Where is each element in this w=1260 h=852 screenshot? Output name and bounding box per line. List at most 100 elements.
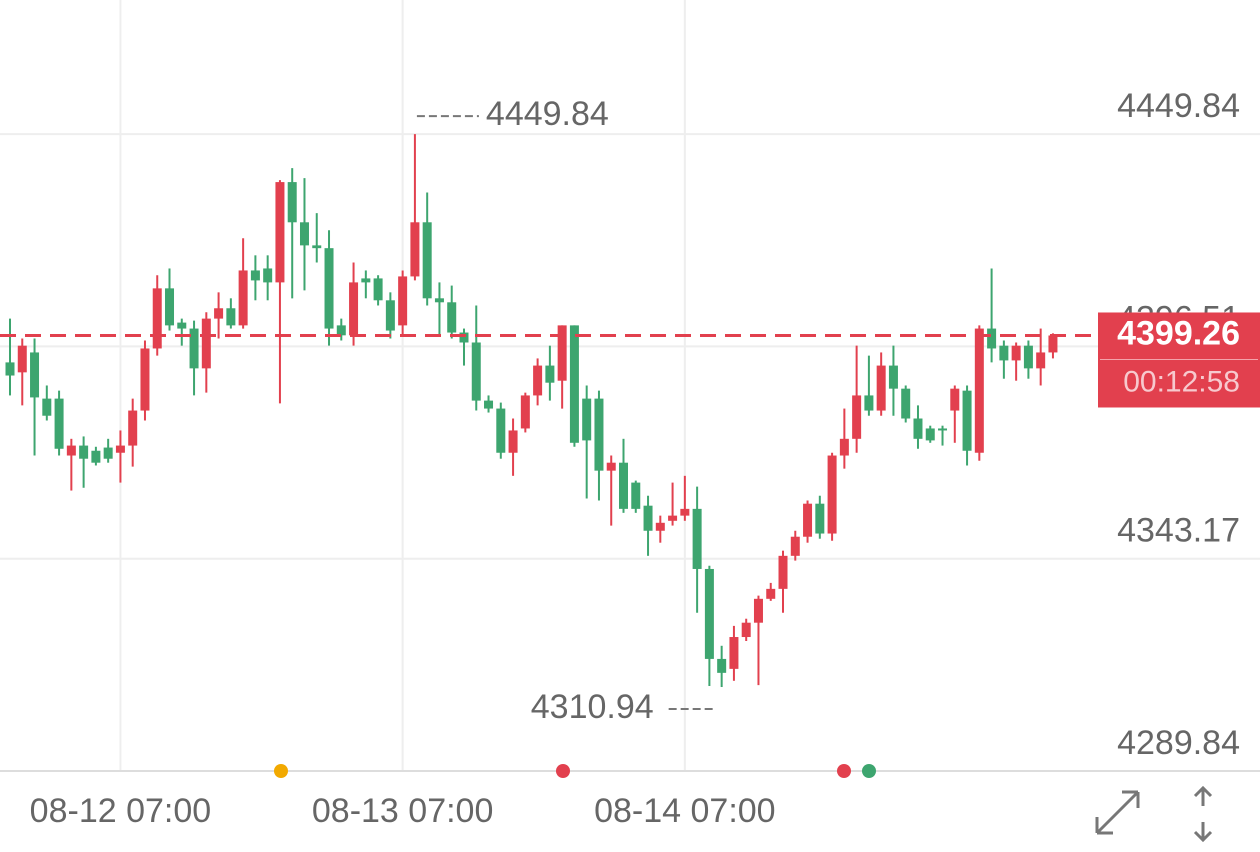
candle-body — [385, 300, 395, 331]
candle-body — [815, 503, 825, 534]
candle-body — [631, 482, 641, 509]
candle-body — [226, 308, 236, 326]
candle-body — [888, 365, 898, 389]
candle-body — [177, 322, 187, 329]
candle-body — [471, 342, 481, 401]
candle-body — [569, 325, 579, 443]
candle-body — [324, 248, 334, 329]
candle-body — [140, 348, 150, 411]
candle-body — [398, 276, 408, 326]
candle-body — [901, 388, 911, 419]
candle-body — [115, 445, 125, 453]
y-tick-label: 4449.84 — [1117, 87, 1240, 125]
overlay: 4449.84 4310.94 4399.26 00:12:58 — [0, 95, 1260, 726]
countdown: 00:12:58 — [1123, 365, 1240, 398]
candle-body — [128, 410, 138, 446]
candle-body — [520, 395, 530, 429]
candle-body — [496, 408, 506, 453]
candle-body — [434, 298, 444, 303]
candle-body — [643, 505, 653, 531]
candle-body — [668, 515, 678, 521]
candle-body — [373, 278, 383, 301]
candle-body — [974, 328, 984, 453]
candle-body — [1048, 335, 1058, 353]
candle-body — [582, 398, 592, 441]
candle-body — [594, 398, 604, 471]
candle-body — [91, 450, 101, 463]
candle-body — [1036, 352, 1046, 369]
candle-body — [925, 428, 935, 441]
candle-body — [852, 395, 862, 439]
candle-body — [54, 398, 64, 449]
event-dot[interactable] — [274, 764, 288, 778]
candle-body — [680, 508, 690, 516]
candle-body — [42, 398, 52, 416]
candle-body — [238, 270, 248, 326]
candle-body — [275, 182, 285, 283]
candle-body — [508, 430, 518, 453]
candle-body — [287, 182, 297, 223]
candle-body — [165, 288, 175, 326]
candle-body — [214, 308, 224, 319]
candle-body — [250, 270, 260, 281]
candle-body — [717, 658, 727, 673]
event-dot[interactable] — [556, 764, 570, 778]
scale-icon[interactable] — [1193, 785, 1213, 843]
candle-body — [876, 365, 886, 411]
candle-body — [533, 365, 543, 396]
candle-body — [79, 445, 89, 459]
candle-body — [312, 245, 322, 249]
y-tick-label: 4343.17 — [1117, 512, 1240, 550]
candle-body — [361, 278, 371, 283]
candle-body — [778, 555, 788, 589]
y-tick-label: 4289.84 — [1117, 724, 1240, 762]
candle-body — [299, 222, 309, 246]
candle-body — [987, 328, 997, 349]
candle-body — [729, 637, 739, 669]
candle-body — [692, 508, 702, 569]
candle-body — [557, 325, 567, 381]
candle-body — [545, 365, 555, 383]
candle-body — [17, 345, 27, 373]
candles — [5, 134, 1058, 688]
candle-body — [913, 418, 923, 439]
candle-body — [1023, 345, 1033, 369]
price-tag-value: 4399.26 — [1117, 314, 1240, 352]
candle-body — [459, 332, 469, 343]
candle-body — [827, 455, 837, 534]
candle-body — [447, 302, 457, 333]
candle-body — [999, 345, 1009, 361]
candle-body — [422, 222, 432, 299]
candle-body — [410, 222, 420, 277]
event-dot[interactable] — [862, 764, 876, 778]
candle-body — [30, 352, 40, 398]
candle-body — [803, 503, 813, 537]
candle-body — [938, 428, 948, 431]
candle-body — [103, 447, 113, 459]
candle-body — [336, 325, 346, 336]
x-tick-label: 08-13 07:00 — [312, 792, 494, 830]
candle-body — [766, 588, 776, 599]
candle-body — [753, 598, 763, 623]
candle-body — [66, 445, 76, 456]
candle-body — [790, 536, 800, 556]
candle-body — [349, 282, 359, 336]
candle-body — [263, 268, 273, 283]
candle-body — [5, 362, 15, 376]
event-dot[interactable] — [837, 764, 851, 778]
x-tick-label: 08-14 07:00 — [594, 792, 776, 830]
candle-body — [962, 390, 972, 451]
candle-body — [1011, 345, 1021, 361]
candle-body — [839, 438, 849, 456]
candle-body — [606, 462, 616, 471]
candle-body — [484, 400, 494, 409]
candle-body — [950, 388, 960, 411]
fullscreen-icon[interactable] — [1095, 790, 1140, 835]
candle-body — [152, 288, 162, 349]
candle-body — [741, 622, 751, 638]
max-label: 4449.84 — [486, 95, 609, 133]
candle-body — [655, 522, 665, 531]
